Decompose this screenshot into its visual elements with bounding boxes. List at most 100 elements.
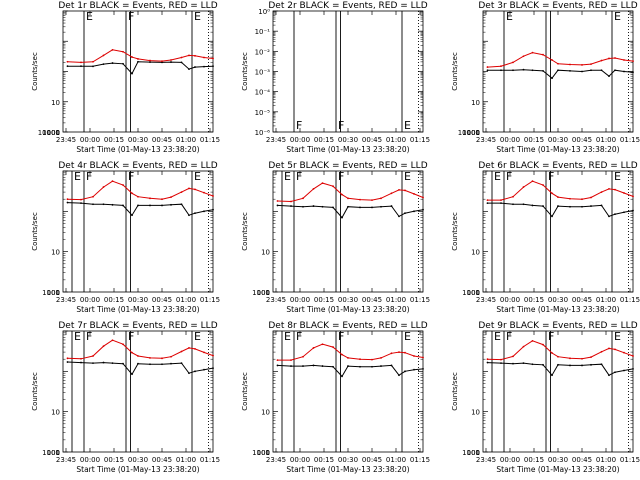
x-tick-label: 01:15 [410, 136, 430, 144]
x-axis-label: Start Time (01-May-13 23:38:20) [496, 145, 619, 154]
lld-point [111, 48, 114, 51]
lld-point [276, 200, 279, 202]
events-point [581, 70, 583, 73]
events-point [371, 365, 373, 368]
events-point [614, 213, 616, 216]
chart-title: Det 3r BLACK = Events, RED = LLD [478, 1, 637, 11]
y-tick-label: 1 [56, 449, 60, 457]
x-tick-label: 00:30 [338, 456, 358, 464]
x-tick-label: 00:00 [80, 456, 100, 464]
events-point [302, 205, 304, 208]
events-point [422, 367, 424, 370]
events-point [608, 374, 610, 377]
time-marker-label: E [614, 10, 621, 23]
events-point [111, 62, 114, 64]
events-point [359, 206, 361, 209]
x-tick-label: 23:45 [56, 296, 76, 304]
lld-series-line [487, 340, 634, 361]
chart-title: Det 1r BLACK = Events, RED = LLD [58, 1, 217, 11]
lld-point [581, 357, 583, 360]
lld-point [80, 61, 82, 64]
lld-point [102, 54, 105, 57]
lld-point [312, 187, 315, 190]
lld-point [404, 189, 406, 192]
time-marker-label: F [338, 119, 344, 132]
y-tick-label: 10⁰ [258, 8, 270, 16]
plot-frame [272, 10, 424, 133]
events-point [614, 371, 616, 374]
lld-point [137, 58, 139, 60]
lld-point [623, 59, 625, 61]
time-marker-label: F [338, 170, 344, 183]
events-point [581, 205, 583, 208]
lld-point [170, 196, 172, 199]
x-tick-label: 00:30 [338, 136, 358, 144]
x-tick-label: 01:15 [200, 296, 220, 304]
events-point [486, 361, 489, 364]
x-tick-label: 01:00 [596, 136, 616, 144]
lld-point [486, 199, 489, 201]
lld-point [569, 63, 571, 66]
events-point [398, 215, 400, 218]
x-tick-label: 00:30 [338, 296, 358, 304]
events-point [512, 69, 514, 72]
lld-point [80, 198, 82, 201]
lld-point [92, 355, 94, 357]
y-axis-label: Counts/sec [451, 212, 459, 251]
events-point [312, 205, 315, 207]
events-point [312, 364, 315, 367]
events-point [600, 363, 603, 366]
lld-point [500, 199, 502, 201]
lld-point [581, 198, 583, 201]
lld-point [161, 60, 163, 63]
x-tick-label: 00:30 [128, 296, 148, 304]
events-series-line [277, 364, 424, 378]
plot-frame [62, 10, 214, 133]
events-point [500, 202, 502, 205]
time-marker-label: F [296, 119, 302, 132]
y-tick-label: 100 [47, 289, 60, 297]
events-point [522, 203, 525, 206]
events-point [486, 69, 489, 72]
lld-point [581, 64, 583, 66]
lld-point [380, 357, 382, 359]
chart-title: Det 7r BLACK = Events, RED = LLD [58, 321, 217, 331]
x-tick-label: 01:00 [176, 136, 196, 144]
events-point [212, 367, 214, 370]
events-point [398, 374, 400, 377]
lld-point [290, 359, 292, 361]
lld-point [608, 187, 610, 190]
lld-point [390, 352, 393, 355]
lld-point [161, 198, 163, 201]
events-point [194, 66, 196, 68]
lld-point [557, 355, 559, 358]
lld-point [600, 191, 603, 193]
time-marker-label: F [86, 330, 92, 343]
lld-point [522, 186, 525, 188]
y-axis-label: Counts/sec [31, 52, 39, 91]
events-point [161, 204, 163, 207]
lld-point [551, 352, 553, 354]
y-tick-label: 10⁻² [255, 48, 271, 56]
events-point [80, 202, 82, 205]
events-point [413, 210, 415, 213]
lld-point [149, 357, 151, 359]
y-tick-label: 100 [47, 129, 60, 137]
x-tick-label: 01:00 [386, 136, 406, 144]
events-point [92, 65, 94, 68]
events-point [608, 215, 610, 218]
events-point [188, 214, 190, 217]
lld-point [623, 351, 625, 354]
chart-panel-2: Det 2r BLACK = Events, RED = LLD 10⁻⁶ 10⁻⁵… [241, 1, 430, 154]
events-point [131, 373, 133, 376]
y-tick-label: 10 [471, 249, 480, 257]
events-point [623, 211, 625, 214]
lld-point [66, 60, 69, 63]
time-marker-label: E [284, 170, 291, 183]
lld-point [332, 346, 334, 348]
chart-title: Det 5r BLACK = Events, RED = LLD [268, 161, 427, 171]
events-point [122, 62, 124, 65]
lld-point [102, 186, 105, 188]
events-point [149, 363, 151, 366]
